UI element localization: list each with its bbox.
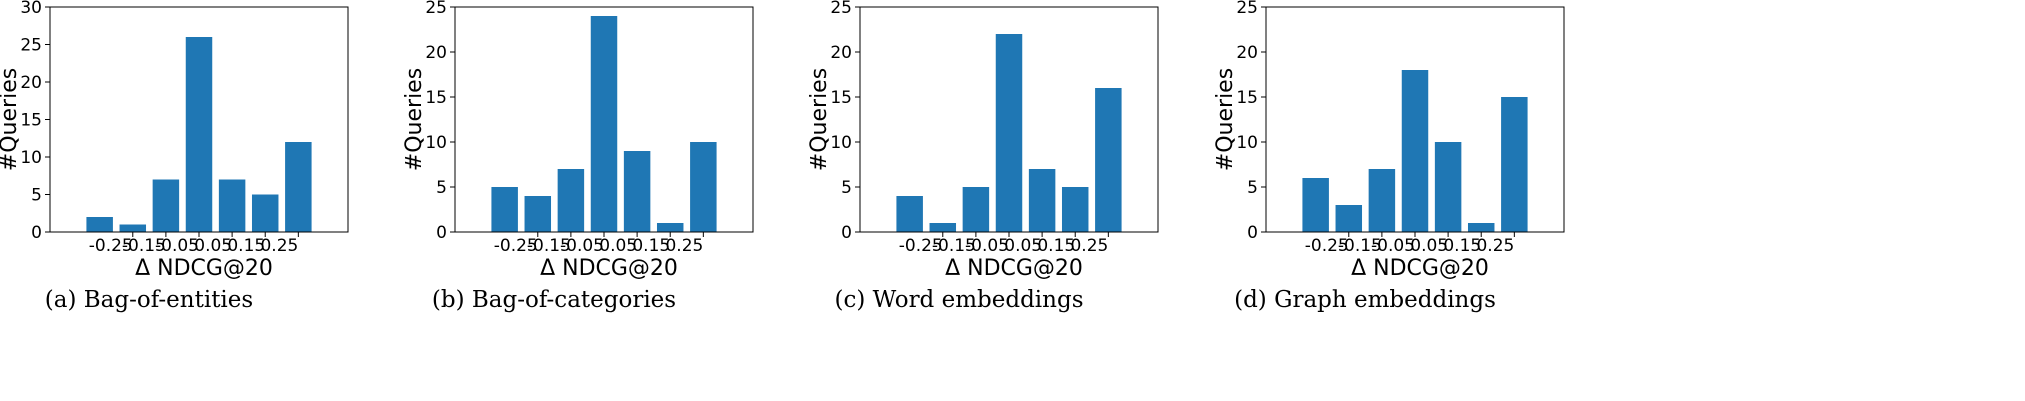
bar xyxy=(1368,169,1396,232)
x-tick-label: 0.15 xyxy=(632,236,670,256)
y-tick-label: 0 xyxy=(31,223,42,243)
panel-caption: (d) Graph embeddings xyxy=(1234,287,1496,313)
bar xyxy=(1467,223,1495,232)
x-tick-label: 0.25 xyxy=(1476,236,1514,256)
bar xyxy=(1061,187,1089,232)
y-tick-label: 10 xyxy=(1236,133,1258,153)
y-tick-label: 25 xyxy=(830,0,852,18)
bar xyxy=(524,196,552,232)
x-tick-label: 0.05 xyxy=(1410,236,1448,256)
chart-panel-2: 0 5 10 15 20 25 -0.25-0.15-0.050.050.150.25Δ N… xyxy=(402,0,754,313)
bar xyxy=(656,223,684,232)
y-tick-label: 0 xyxy=(1247,223,1258,243)
x-tick-label: 0.05 xyxy=(1004,236,1042,256)
x-tick-label: 0.25 xyxy=(260,236,298,256)
y-tick-label: 25 xyxy=(425,0,447,18)
x-tick-label: 0.05 xyxy=(194,236,232,256)
bar xyxy=(152,179,180,232)
bar xyxy=(962,187,990,232)
x-tick-label: 0.05 xyxy=(599,236,637,256)
y-tick-label: 25 xyxy=(20,36,42,56)
bar xyxy=(995,34,1023,232)
y-tick-label: 15 xyxy=(425,88,447,108)
bar xyxy=(590,16,618,232)
x-tick-label: -0.15 xyxy=(122,236,166,256)
x-tick-label: -0.25 xyxy=(1305,236,1349,256)
bar xyxy=(1302,178,1329,232)
y-tick-label: 15 xyxy=(830,88,852,108)
x-axis-label: Δ NDCG@20 xyxy=(945,256,1083,281)
x-tick-label: -0.25 xyxy=(899,236,943,256)
y-tick-label: 15 xyxy=(20,111,42,131)
y-tick-label: 5 xyxy=(841,178,852,198)
x-tick-label: -0.15 xyxy=(1338,236,1382,256)
x-tick-label: 0.15 xyxy=(227,236,265,256)
y-tick-label: 5 xyxy=(1247,178,1258,198)
bar xyxy=(690,142,717,232)
y-tick-label: 20 xyxy=(425,43,447,63)
x-tick-label: -0.05 xyxy=(965,236,1009,256)
x-axis-label: Δ NDCG@20 xyxy=(135,256,273,281)
bar xyxy=(119,224,147,232)
bar xyxy=(1434,142,1462,232)
bar xyxy=(929,223,957,232)
bar xyxy=(1028,169,1056,232)
bar xyxy=(623,151,651,232)
chart-panel-1: 0 5 10 15 20 25 30 -0.25-0.15-0.050.050.150.25Δ… xyxy=(0,0,349,313)
x-tick-label: -0.15 xyxy=(527,236,571,256)
panel-caption: (c) Word embeddings xyxy=(835,287,1084,313)
y-axis-label: #Queries xyxy=(402,68,427,171)
y-tick-label: 0 xyxy=(436,223,447,243)
y-tick-label: 25 xyxy=(1236,0,1258,18)
x-tick-label: 0.25 xyxy=(1070,236,1108,256)
y-tick-label: 15 xyxy=(1236,88,1258,108)
y-tick-label: 20 xyxy=(830,43,852,63)
x-tick-label: -0.05 xyxy=(155,236,199,256)
bar xyxy=(218,179,246,232)
y-axis-label: #Queries xyxy=(807,68,832,171)
y-tick-label: 10 xyxy=(425,133,447,153)
x-tick-label: -0.05 xyxy=(1371,236,1415,256)
x-axis-label: Δ NDCG@20 xyxy=(540,256,678,281)
bar xyxy=(1095,88,1122,232)
y-tick-label: 5 xyxy=(436,178,447,198)
bar xyxy=(1401,70,1429,232)
x-tick-label: -0.25 xyxy=(89,236,133,256)
x-tick-label: -0.25 xyxy=(494,236,538,256)
y-tick-label: 20 xyxy=(20,73,42,93)
x-tick-label: 0.25 xyxy=(665,236,703,256)
y-tick-label: 20 xyxy=(1236,43,1258,63)
y-tick-label: 10 xyxy=(830,133,852,153)
x-tick-label: -0.15 xyxy=(932,236,976,256)
panel-caption: (b) Bag-of-categories xyxy=(432,287,676,313)
bar xyxy=(285,142,312,232)
panel-caption: (a) Bag-of-entities xyxy=(45,287,253,313)
y-tick-label: 0 xyxy=(841,223,852,243)
x-tick-label: -0.05 xyxy=(560,236,604,256)
bar xyxy=(557,169,585,232)
x-tick-label: 0.15 xyxy=(1037,236,1075,256)
y-tick-label: 5 xyxy=(31,186,42,206)
y-tick-label: 10 xyxy=(20,148,42,168)
chart-panel-4: 0 5 10 15 20 25 -0.25-0.15-0.050.050.150.25Δ N… xyxy=(1213,0,1565,313)
bar xyxy=(1501,97,1528,232)
y-axis-label: #Queries xyxy=(0,68,22,171)
bar xyxy=(251,194,279,232)
y-axis-label: #Queries xyxy=(1213,68,1238,171)
chart-panel-3: 0 5 10 15 20 25 -0.25-0.15-0.050.050.150.25Δ N… xyxy=(807,0,1159,313)
x-axis-label: Δ NDCG@20 xyxy=(1351,256,1489,281)
bar xyxy=(86,217,113,232)
bar xyxy=(896,196,923,232)
bar xyxy=(1335,205,1363,232)
bar xyxy=(185,37,213,232)
x-tick-label: 0.15 xyxy=(1443,236,1481,256)
bar xyxy=(491,187,518,232)
y-tick-label: 30 xyxy=(20,0,42,18)
